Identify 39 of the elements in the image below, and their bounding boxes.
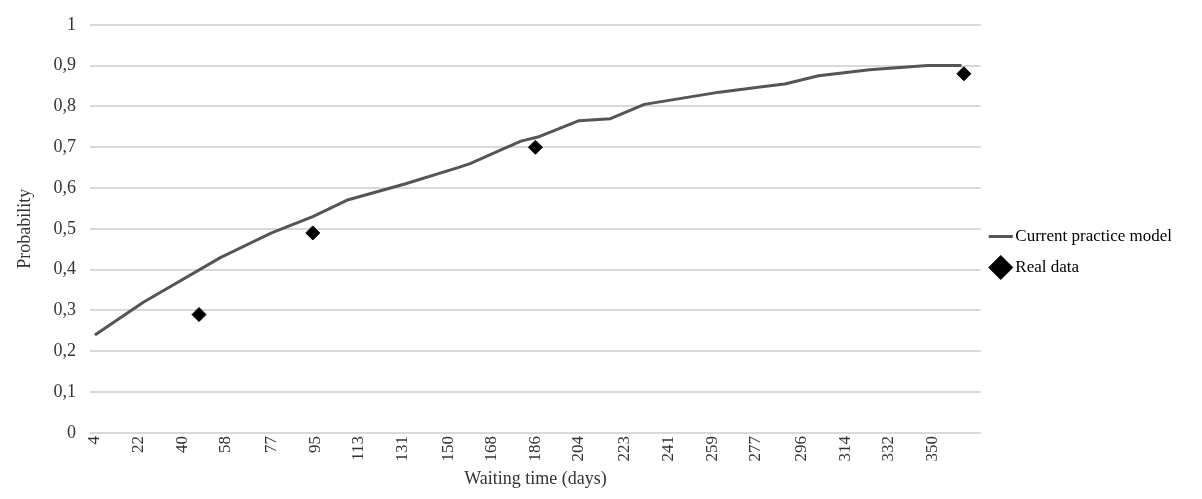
y-tick-label: 0,8 xyxy=(53,95,77,116)
point xyxy=(956,66,972,82)
x-tick-label: 168 xyxy=(481,435,501,462)
x-tick-label: 350 xyxy=(921,435,941,462)
legend-label: Current practice model xyxy=(1015,225,1173,245)
point xyxy=(191,307,207,323)
y-tick-label: 0,1 xyxy=(53,380,77,401)
x-tick-label: 22 xyxy=(127,435,147,453)
x-tick-label: 204 xyxy=(568,435,588,462)
x-tick-label: 241 xyxy=(658,435,678,462)
y-axis-title: Probability xyxy=(13,188,34,269)
point xyxy=(527,139,543,155)
x-axis-title: Waiting time (days) xyxy=(464,467,607,489)
y-tick-label: 0,2 xyxy=(53,340,77,361)
legend-label: Real data xyxy=(1015,256,1080,276)
y-tick-label: 0 xyxy=(67,421,77,442)
y-tick-label: 0,9 xyxy=(53,54,77,75)
x-tick-label: 40 xyxy=(171,435,191,453)
y-tick-label: 0,6 xyxy=(53,176,77,197)
x-tick-label: 277 xyxy=(745,435,765,462)
x-tick-label: 150 xyxy=(437,435,457,462)
x-tick-label: 296 xyxy=(791,435,811,462)
y-tick-label: 0,5 xyxy=(53,217,77,238)
y-tick-label: 0,3 xyxy=(53,299,77,320)
x-tick-label: 77 xyxy=(261,435,281,453)
x-tick-label: 314 xyxy=(834,435,854,462)
x-tick-label: 131 xyxy=(391,435,411,462)
x-tick-label: 259 xyxy=(701,435,721,462)
x-tick-label: 223 xyxy=(614,435,634,462)
x-tick-label: 4 xyxy=(84,435,104,445)
x-tick-label: 113 xyxy=(348,435,368,461)
point xyxy=(305,225,321,241)
y-tick-label: 1 xyxy=(67,13,77,34)
x-tick-label: 58 xyxy=(215,435,235,453)
x-tick-label: 95 xyxy=(304,435,324,453)
x-tick-label: 186 xyxy=(524,435,544,462)
y-tick-label: 0,4 xyxy=(53,258,77,279)
x-tick-label: 332 xyxy=(878,435,898,462)
y-tick-label: 0,7 xyxy=(53,135,77,156)
